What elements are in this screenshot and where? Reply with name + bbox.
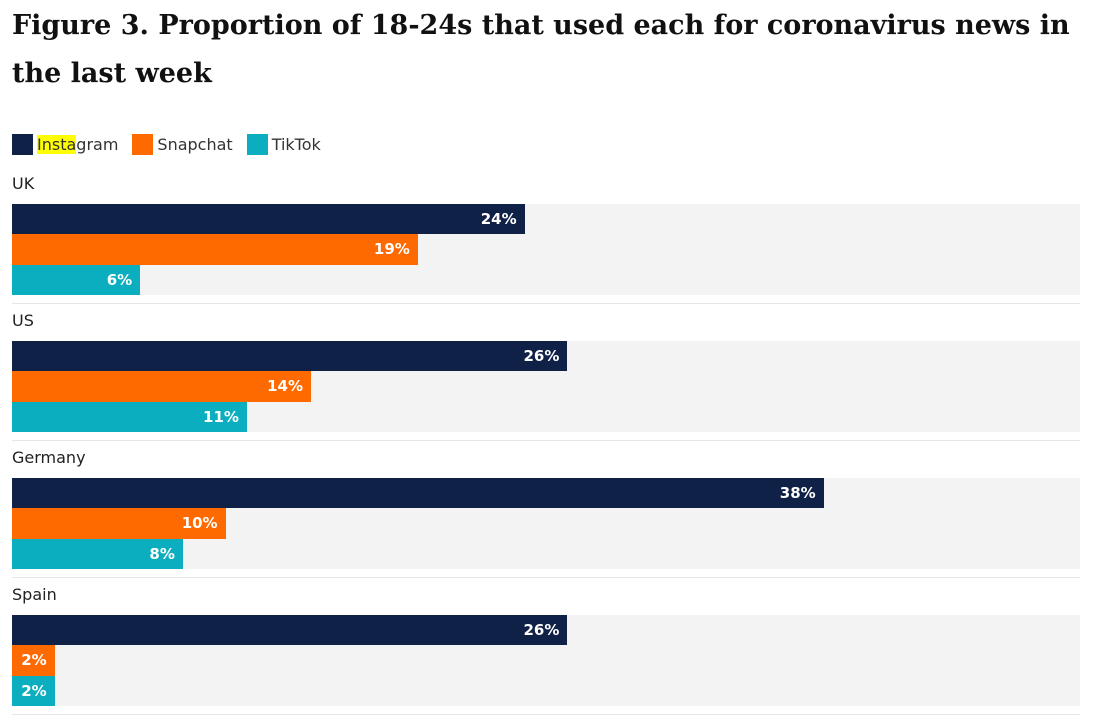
legend-item-instagram: Instagram [12,134,118,155]
legend-label: Instagram [37,135,119,154]
category-label: Germany [12,448,86,467]
bar-tiktok [12,264,141,295]
legend-item-snapchat: Snapchat [132,134,233,155]
data-label: 24% [480,210,517,228]
legend-item-tiktok: TikTok [246,134,321,155]
legend-swatch [12,134,33,155]
group-separator [12,302,1080,304]
group-separator [12,576,1080,578]
chart-title: Figure 3. Proportion of 18-24s that used… [12,10,1070,89]
bar-snapchat [12,371,312,402]
legend-label: Snapchat [157,135,233,154]
data-label: 38% [779,484,816,502]
bar-instagram [12,204,525,235]
data-label: 6% [106,270,133,289]
bar-instagram [12,341,568,372]
data-label: 19% [373,240,410,259]
bar-tiktok [12,538,183,569]
data-label: 26% [523,347,560,365]
category-label: Spain [12,585,57,604]
legend-swatch [246,134,268,155]
category-label: US [12,311,34,330]
bar-track [12,264,1080,295]
bar-snapchat [12,645,55,676]
data-label: 14% [267,377,304,396]
bar-track [12,645,1080,676]
bar-track [12,675,1080,706]
data-label: 8% [149,544,175,563]
data-label: 11% [203,407,239,426]
data-label: 2% [21,681,47,700]
bar-instagram [12,478,824,509]
data-label: 2% [21,651,47,670]
legend-swatch [132,134,154,155]
legend: Instagram Snapchat TikTok [12,134,321,155]
bar-snapchat [12,234,418,265]
data-label: 26% [523,621,560,639]
data-label: 10% [181,514,218,533]
bar-tiktok [12,401,247,432]
bar-tiktok [12,675,55,706]
bar-instagram [12,615,568,646]
bar-track [12,538,1080,569]
group-separator [12,439,1080,441]
category-label: UK [12,174,35,193]
group-separator [12,713,1080,715]
bar-snapchat [12,508,226,539]
legend-label: TikTok [271,135,321,154]
